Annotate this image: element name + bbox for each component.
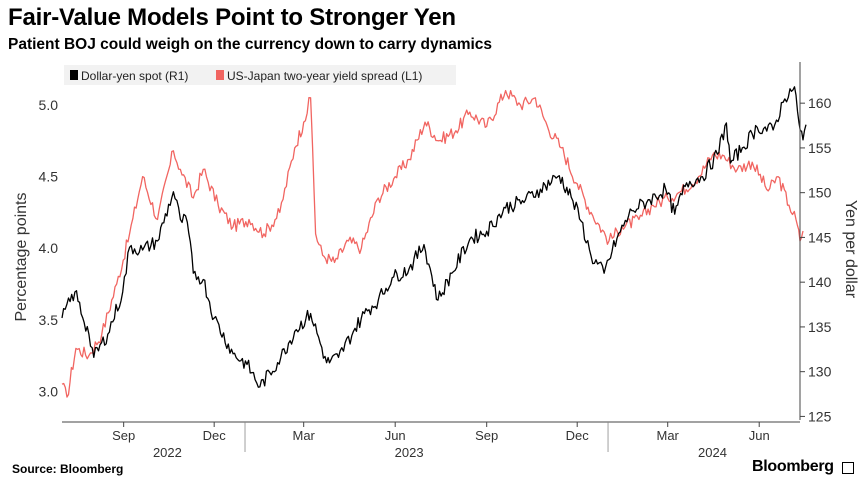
x-year-label: 2024 — [698, 445, 727, 460]
y-left-tick-label: 5.0 — [39, 97, 59, 113]
y-left-tick-label: 3.0 — [39, 383, 59, 399]
legend-label: US-Japan two-year yield spread (L1) — [227, 69, 422, 83]
x-tick-label: Sep — [475, 428, 498, 443]
y-left-tick-label: 4.0 — [39, 240, 59, 256]
source-note: Source: Bloomberg — [12, 462, 124, 476]
y-left-axis-label: Percentage points — [13, 193, 30, 322]
y-right-tick-label: 150 — [808, 185, 832, 201]
x-year-label: 2023 — [395, 445, 424, 460]
x-tick-label: Dec — [566, 428, 590, 443]
legend-swatch — [70, 70, 78, 80]
y-right-tick-label: 155 — [808, 140, 832, 156]
x-tick-label: Jun — [749, 428, 770, 443]
y-right-tick-label: 125 — [808, 408, 832, 424]
y-right-tick-label: 160 — [808, 95, 832, 111]
y-right-tick-label: 130 — [808, 364, 832, 380]
y-right-tick-label: 145 — [808, 229, 832, 245]
x-tick-label: Sep — [112, 428, 135, 443]
legend-background — [64, 65, 456, 85]
x-tick-label: Mar — [657, 428, 680, 443]
y-right-axis-label: Yen per dollar — [842, 200, 859, 299]
series-line-dollar-yen — [61, 86, 807, 388]
y-left-tick-label: 4.5 — [39, 169, 59, 185]
y-right-tick-label: 135 — [808, 319, 832, 335]
chart-subtitle: Patient BOJ could weigh on the currency … — [8, 36, 493, 53]
bloomberg-mark-icon — [842, 462, 854, 474]
legend-swatch — [216, 70, 224, 80]
y-right-tick-label: 140 — [808, 274, 832, 290]
series-line-yield-spread — [61, 89, 804, 398]
x-tick-label: Mar — [292, 428, 315, 443]
y-left-tick-label: 3.5 — [39, 312, 59, 328]
legend: Dollar-yen spot (R1) US-Japan two-year yi… — [64, 65, 456, 85]
chart-title: Fair-Value Models Point to Stronger Yen — [8, 4, 456, 31]
x-tick-label: Jun — [385, 428, 406, 443]
x-year-label: 2022 — [153, 445, 182, 460]
bloomberg-logo: Bloomberg — [752, 458, 834, 475]
legend-label: Dollar-yen spot (R1) — [81, 69, 188, 83]
x-tick-label: Dec — [203, 428, 227, 443]
